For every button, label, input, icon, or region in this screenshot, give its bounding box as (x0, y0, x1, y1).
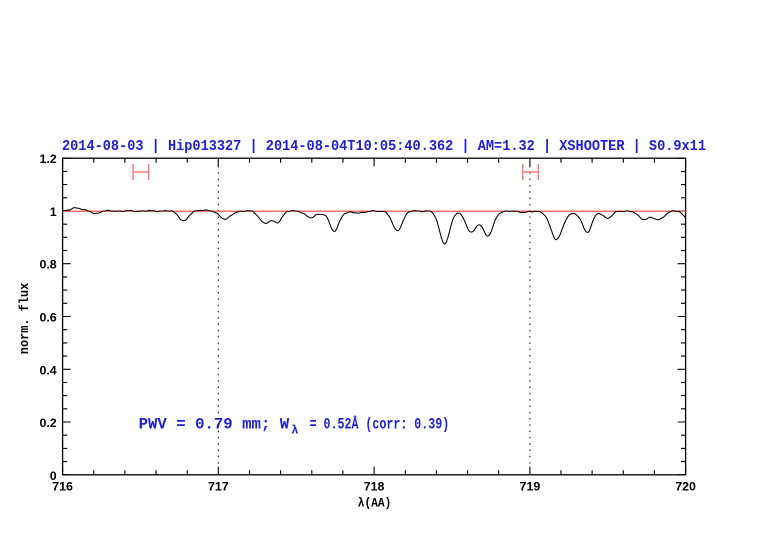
svg-text:0.4: 0.4 (39, 363, 56, 377)
svg-text:λ(AA): λ(AA) (358, 496, 392, 511)
svg-text:PWV = 0.79 mm; W: PWV = 0.79 mm; W (139, 416, 290, 434)
svg-text:718: 718 (364, 480, 385, 494)
svg-text:716: 716 (52, 480, 73, 494)
svg-text:0: 0 (50, 469, 57, 483)
svg-text:720: 720 (675, 480, 696, 494)
svg-text:0.2: 0.2 (39, 416, 56, 430)
svg-text:λ: λ (291, 423, 298, 437)
svg-text:1.2: 1.2 (39, 152, 56, 166)
svg-text:717: 717 (208, 480, 229, 494)
svg-text:norm. flux: norm. flux (17, 283, 32, 355)
svg-text:0.6: 0.6 (39, 311, 56, 325)
svg-text:719: 719 (520, 480, 541, 494)
svg-text:1: 1 (50, 205, 57, 219)
svg-text:0.8: 0.8 (39, 258, 56, 272)
svg-text:2014-08-03 | Hip013327 | 2014-: 2014-08-03 | Hip013327 | 2014-08-04T10:0… (62, 139, 706, 155)
svg-text:= 0.52Å (corr: 0.39): = 0.52Å (corr: 0.39) (310, 415, 450, 434)
